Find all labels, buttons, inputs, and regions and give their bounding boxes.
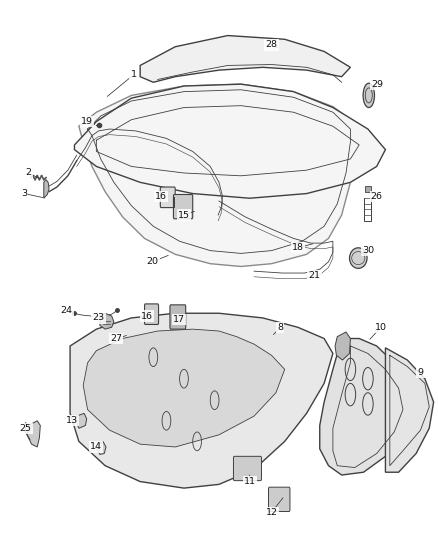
Text: 20: 20 [146, 257, 159, 266]
Polygon shape [83, 329, 285, 447]
Polygon shape [79, 84, 359, 266]
Text: 13: 13 [66, 416, 78, 425]
Text: 23: 23 [92, 313, 105, 322]
Text: 24: 24 [60, 306, 73, 315]
FancyBboxPatch shape [145, 304, 159, 325]
Text: 26: 26 [371, 192, 383, 201]
Polygon shape [44, 180, 49, 198]
Polygon shape [70, 313, 333, 488]
Polygon shape [74, 84, 385, 198]
Polygon shape [335, 332, 350, 360]
FancyBboxPatch shape [160, 187, 175, 207]
Polygon shape [385, 348, 434, 472]
Text: 11: 11 [244, 477, 256, 486]
Text: 12: 12 [265, 508, 278, 517]
Text: 10: 10 [375, 323, 387, 332]
Text: 30: 30 [362, 246, 374, 255]
Circle shape [363, 83, 374, 108]
Text: 15: 15 [178, 211, 190, 220]
Text: 8: 8 [277, 323, 283, 332]
Ellipse shape [350, 248, 367, 269]
Text: 25: 25 [19, 424, 32, 433]
Text: 18: 18 [292, 243, 304, 252]
Text: 17: 17 [173, 316, 185, 324]
Polygon shape [27, 421, 40, 447]
Text: 9: 9 [417, 368, 424, 377]
Text: 29: 29 [371, 79, 384, 88]
FancyBboxPatch shape [170, 305, 186, 329]
Text: 14: 14 [90, 442, 102, 451]
FancyBboxPatch shape [233, 456, 261, 481]
Text: 3: 3 [21, 189, 27, 198]
Polygon shape [97, 441, 106, 455]
FancyBboxPatch shape [173, 195, 193, 219]
Polygon shape [77, 413, 87, 429]
Text: 16: 16 [155, 192, 167, 201]
Text: 1: 1 [131, 70, 137, 79]
Text: 16: 16 [141, 312, 153, 320]
Text: 2: 2 [25, 168, 32, 177]
Text: 28: 28 [265, 41, 278, 50]
Text: 19: 19 [81, 117, 93, 126]
Polygon shape [100, 313, 114, 329]
FancyBboxPatch shape [268, 487, 290, 512]
Polygon shape [320, 338, 412, 475]
Text: 21: 21 [308, 271, 321, 280]
Polygon shape [140, 36, 350, 82]
Text: 27: 27 [110, 334, 122, 343]
